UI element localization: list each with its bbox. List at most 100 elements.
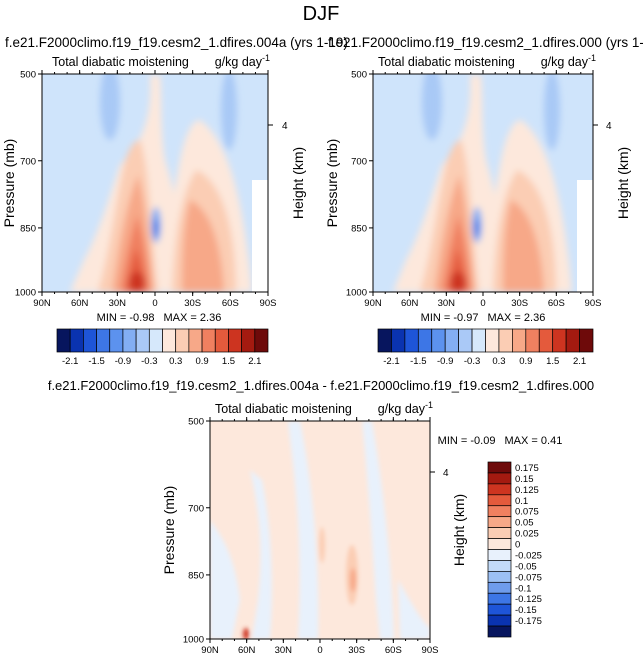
panel-a-colorbar-box <box>201 328 216 353</box>
panel-b-colorbar-label: 0.3 <box>492 356 505 367</box>
panel-b-xaxis: 90N 60N 30N 0 30S 60S 90S <box>364 70 601 309</box>
panel-a-colorbar-box <box>214 328 229 353</box>
panel-b-colorbar-box <box>458 328 473 353</box>
panel-c-max-value: 0.41 <box>541 435 562 447</box>
panel-c-colorbar-box <box>487 538 512 550</box>
panel-b-units: g/kg day-1 <box>541 53 596 69</box>
panel-c-colorbar-label: 0.025 <box>515 529 539 540</box>
panel-a-max-value: 2.36 <box>200 312 221 324</box>
panel-b-field <box>373 74 593 292</box>
panel-a-ylabel-right: Height (km) <box>290 147 306 219</box>
panel-c-ylabel-right: Height (km) <box>451 494 467 566</box>
panel-b-min-value: -0.97 <box>453 312 478 324</box>
panel-b-colorbar-label: -0.9 <box>437 356 453 367</box>
panel-b-contours <box>393 74 572 292</box>
panel-c-xaxis: 90N 60N 30N 0 30S 60S 90S <box>201 417 438 656</box>
panel-c-ytick-label: 1000 <box>183 635 204 646</box>
panel-b-colorbar-label: -2.1 <box>383 356 399 367</box>
panel-b-ytick-label: 850 <box>351 223 367 234</box>
panel-c-stats: MIN = -0.09 MAX = 0.41 <box>438 435 563 447</box>
panel-a-colorbar-label: -0.3 <box>141 356 157 367</box>
panel-c-units: g/kg day-1 <box>378 400 433 416</box>
panel-b-colorbar-box <box>404 328 419 353</box>
panel-a-max-label: MAX = <box>164 312 197 324</box>
panel-b-colorbar-box <box>377 328 392 353</box>
panel-a-xtick-label: 90S <box>260 298 277 309</box>
panel-c-colorbar-label: -0.125 <box>515 594 542 605</box>
panel-a-units-sup: -1 <box>262 53 270 63</box>
panel-c-colorbar-box <box>487 625 512 638</box>
panel-a-colorbar: -2.1 -1.5 -0.9 -0.3 0.3 0.9 1.5 2.1 <box>56 328 269 367</box>
panel-c-colorbar-box <box>487 560 512 572</box>
panel-c-colorbar-label: 0.05 <box>515 518 534 529</box>
panel-c-left-subtitle: Total diabatic moistening <box>215 402 352 416</box>
panel-a-xaxis: 90N 60N 30N 0 30S 60S 90S <box>33 70 276 309</box>
panel-c-colorbar-label: 0.15 <box>515 474 534 485</box>
panel-b-xtick-label: 90N <box>364 298 382 309</box>
panel-c-ytick-label: 700 <box>188 503 204 514</box>
panel-c-colorbar-label: 0.075 <box>515 507 539 518</box>
panel-c-xtick-label: 90S <box>422 645 439 656</box>
panel-b-colorbar-box <box>444 328 459 353</box>
panel-b-colorbar-box <box>579 328 594 353</box>
panel-a-field <box>42 74 268 292</box>
panel-c-colorbar-label: -0.1 <box>515 583 531 594</box>
panel-a-min-value: -0.98 <box>129 312 154 324</box>
panel-c-colorbar-box <box>487 549 512 561</box>
panel-a-colorbar-label: 2.1 <box>248 356 261 367</box>
panel-a-ytick-label: 500 <box>20 70 36 81</box>
panel-b-yaxis: 500 700 850 1000 <box>346 70 373 299</box>
panel-a-xtick-label: 0 <box>152 298 157 309</box>
panel-c-colorbar-box <box>487 571 512 583</box>
panel-c-colorbar-box <box>487 614 512 627</box>
panel-b-colorbar-label: 0.9 <box>519 356 532 367</box>
panel-c-colorbar-box <box>487 581 512 594</box>
panel-b-height-tick-label: 4 <box>606 121 612 132</box>
panel-c-xtick-label: 60S <box>385 645 402 656</box>
panel-c-min-value: -0.09 <box>470 435 495 447</box>
panel-a: f.e21.F2000climo.f19_f19.cesm2_1.dfires.… <box>1 35 348 367</box>
panel-a-colorbar-box <box>188 328 203 353</box>
panel-c-colorbar-label: 0 <box>515 540 520 551</box>
panel-b-xtick-label: 0 <box>480 298 485 309</box>
panel-c-xtick-label: 30S <box>348 645 365 656</box>
panel-c-colorbar-label: 0.175 <box>515 463 539 474</box>
panel-c-title: f.e21.F2000climo.f19_f19.cesm2_1.dfires.… <box>48 378 594 393</box>
panel-c-colorbar-label: -0.15 <box>515 605 537 616</box>
panel-c-colorbar-box <box>487 461 512 474</box>
panel-b-xtick-label: 60S <box>548 298 565 309</box>
panel-c-max-label: MAX = <box>505 435 538 447</box>
panel-b-colorbar-label: 1.5 <box>546 356 559 367</box>
panel-c-colorbar-label: 0.125 <box>515 485 539 496</box>
panel-a-ytick-label: 1000 <box>15 288 36 299</box>
panel-a-yaxis: 500 700 850 1000 <box>15 70 42 299</box>
panel-a-colorbar-box <box>135 328 150 353</box>
panel-b-ytick-label: 700 <box>351 156 367 167</box>
panel-c: f.e21.F2000climo.f19_f19.cesm2_1.dfires.… <box>48 378 594 656</box>
panel-c-colorbar: 0.1750.150.1250.10.0750.050.0250-0.025-0… <box>487 461 542 638</box>
panel-c-ylabel: Pressure (mb) <box>161 486 177 575</box>
panel-c-colorbar-box <box>487 516 512 528</box>
panel-b-min-label: MIN = <box>421 312 451 324</box>
panel-c-ytick-label: 850 <box>188 570 204 581</box>
panel-a-xtick-label: 60N <box>71 298 89 309</box>
panel-b-colorbar-box <box>565 328 580 353</box>
panel-a-colorbar-label: 0.9 <box>195 356 208 367</box>
panel-a-colorbar-box <box>148 328 163 353</box>
panel-b-colorbar-box <box>552 328 567 353</box>
panel-c-colorbar-box <box>487 494 512 507</box>
panel-a-height-tick-label: 4 <box>282 121 288 132</box>
panel-b-ytick-label: 500 <box>351 70 367 81</box>
panel-b-title: f.e21.F2000climo.f19_f19.cesm2_1.dfires.… <box>328 35 643 50</box>
panel-a-colorbar-box <box>162 328 177 353</box>
panel-b-left-subtitle: Total diabatic moistening <box>378 55 515 69</box>
panel-b-masked-region <box>577 180 593 292</box>
panel-b-units-sup: -1 <box>588 53 596 63</box>
panel-c-colorbar-label: -0.075 <box>515 572 542 583</box>
panel-b-colorbar-box <box>538 328 554 353</box>
panel-b-colorbar-box <box>417 328 433 353</box>
panel-a-ytick-label: 700 <box>20 156 36 167</box>
panel-b-colorbar-box <box>471 328 486 353</box>
panel-a-colorbar-box <box>69 328 84 353</box>
panel-c-colorbar-box <box>487 527 512 539</box>
